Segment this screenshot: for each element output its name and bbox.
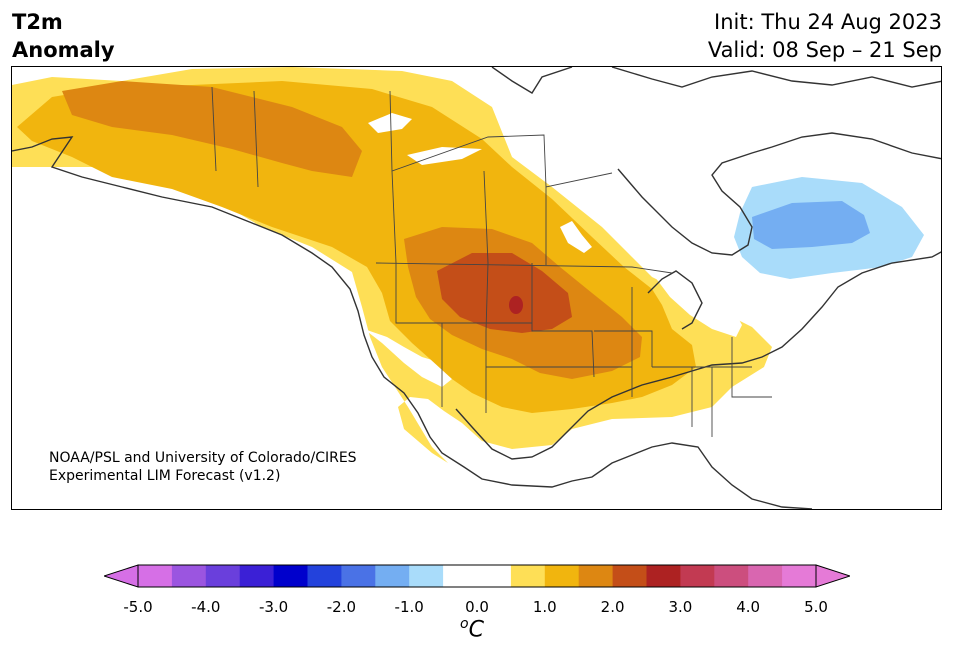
lake-great-bear bbox=[368, 113, 412, 133]
anomaly-region-blue bbox=[752, 201, 870, 249]
colorbar-cell bbox=[409, 565, 444, 587]
anomaly-region-red-orange bbox=[437, 253, 572, 333]
colorbar-cell bbox=[646, 565, 681, 587]
colorbar-cell bbox=[375, 565, 410, 587]
unit-celsius: C bbox=[468, 617, 484, 643]
init-date: Init: Thu 24 Aug 2023 bbox=[714, 10, 942, 34]
map-panel bbox=[11, 66, 942, 510]
colorbar-tick-label: 0.0 bbox=[465, 598, 489, 616]
lake-great-slave bbox=[407, 147, 482, 165]
colorbar-cell bbox=[680, 565, 715, 587]
title-variable: T2m bbox=[12, 10, 63, 34]
forecast-dates: Init: Thu 24 Aug 2023 Valid: 08 Sep – 21… bbox=[708, 8, 942, 64]
unit-degree: o bbox=[460, 616, 469, 632]
colorbar-cell bbox=[205, 565, 241, 587]
colorbar-cell bbox=[443, 565, 478, 587]
credit-text: NOAA/PSL and University of Colorado/CIRE… bbox=[49, 449, 357, 485]
map-title: T2m Anomaly bbox=[12, 8, 115, 64]
colorbar bbox=[104, 564, 850, 588]
political-borders bbox=[211, 86, 772, 437]
title-anomaly: Anomaly bbox=[12, 38, 115, 62]
colorbar-tick-label: -3.0 bbox=[258, 598, 289, 616]
colorbar-cell bbox=[714, 565, 749, 587]
colorbar-over-arrow bbox=[815, 564, 850, 588]
colorbar-cell bbox=[171, 565, 207, 587]
colorbar-cell bbox=[239, 565, 275, 587]
colorbar-tick-label: -2.0 bbox=[326, 598, 357, 616]
colorbar-cell bbox=[341, 565, 376, 587]
lake-athabasca-winnipeg bbox=[560, 221, 592, 253]
colorbar-tick-label: -1.0 bbox=[394, 598, 424, 616]
colorbar-tick-label: -5.0 bbox=[123, 598, 153, 616]
anomaly-region-dark-red bbox=[509, 296, 523, 314]
colorbar-cell bbox=[578, 565, 614, 587]
colorbar-cell bbox=[544, 565, 580, 587]
credit-line-1: NOAA/PSL and University of Colorado/CIRE… bbox=[49, 450, 357, 466]
colorbar-tick-label: 3.0 bbox=[668, 598, 693, 616]
colorbar-tick-label: 5.0 bbox=[804, 598, 828, 616]
credit-line-2: Experimental LIM Forecast (v1.2) bbox=[49, 468, 281, 484]
colorbar-cell bbox=[477, 565, 512, 587]
colorbar-cells bbox=[138, 565, 817, 587]
colorbar-cell bbox=[782, 565, 817, 587]
colorbar-tick-label: 4.0 bbox=[736, 598, 761, 616]
anomaly-region-dark-orange bbox=[62, 81, 362, 177]
anomaly-region-white-east bbox=[652, 273, 742, 337]
colorbar-cell bbox=[138, 565, 173, 587]
colorbar-cell bbox=[273, 565, 308, 587]
colorbar-tick-label: 1.0 bbox=[532, 598, 557, 616]
colorbar-tick-label: 2.0 bbox=[600, 598, 625, 616]
colorbar-frame bbox=[137, 564, 817, 588]
colorbar-cell bbox=[612, 565, 647, 587]
colorbar-under-arrow bbox=[104, 564, 139, 588]
colorbar-cell bbox=[307, 565, 342, 587]
colorbar-cell bbox=[748, 565, 783, 587]
colorbar-cell bbox=[510, 565, 546, 587]
anomaly-map bbox=[12, 67, 941, 509]
colorbar-tick-label: -4.0 bbox=[191, 598, 221, 616]
colorbar-unit: oC bbox=[460, 616, 484, 642]
anomaly-region-white-west bbox=[364, 329, 452, 387]
valid-period: Valid: 08 Sep – 21 Sep bbox=[707, 38, 942, 62]
coastlines bbox=[12, 67, 941, 509]
